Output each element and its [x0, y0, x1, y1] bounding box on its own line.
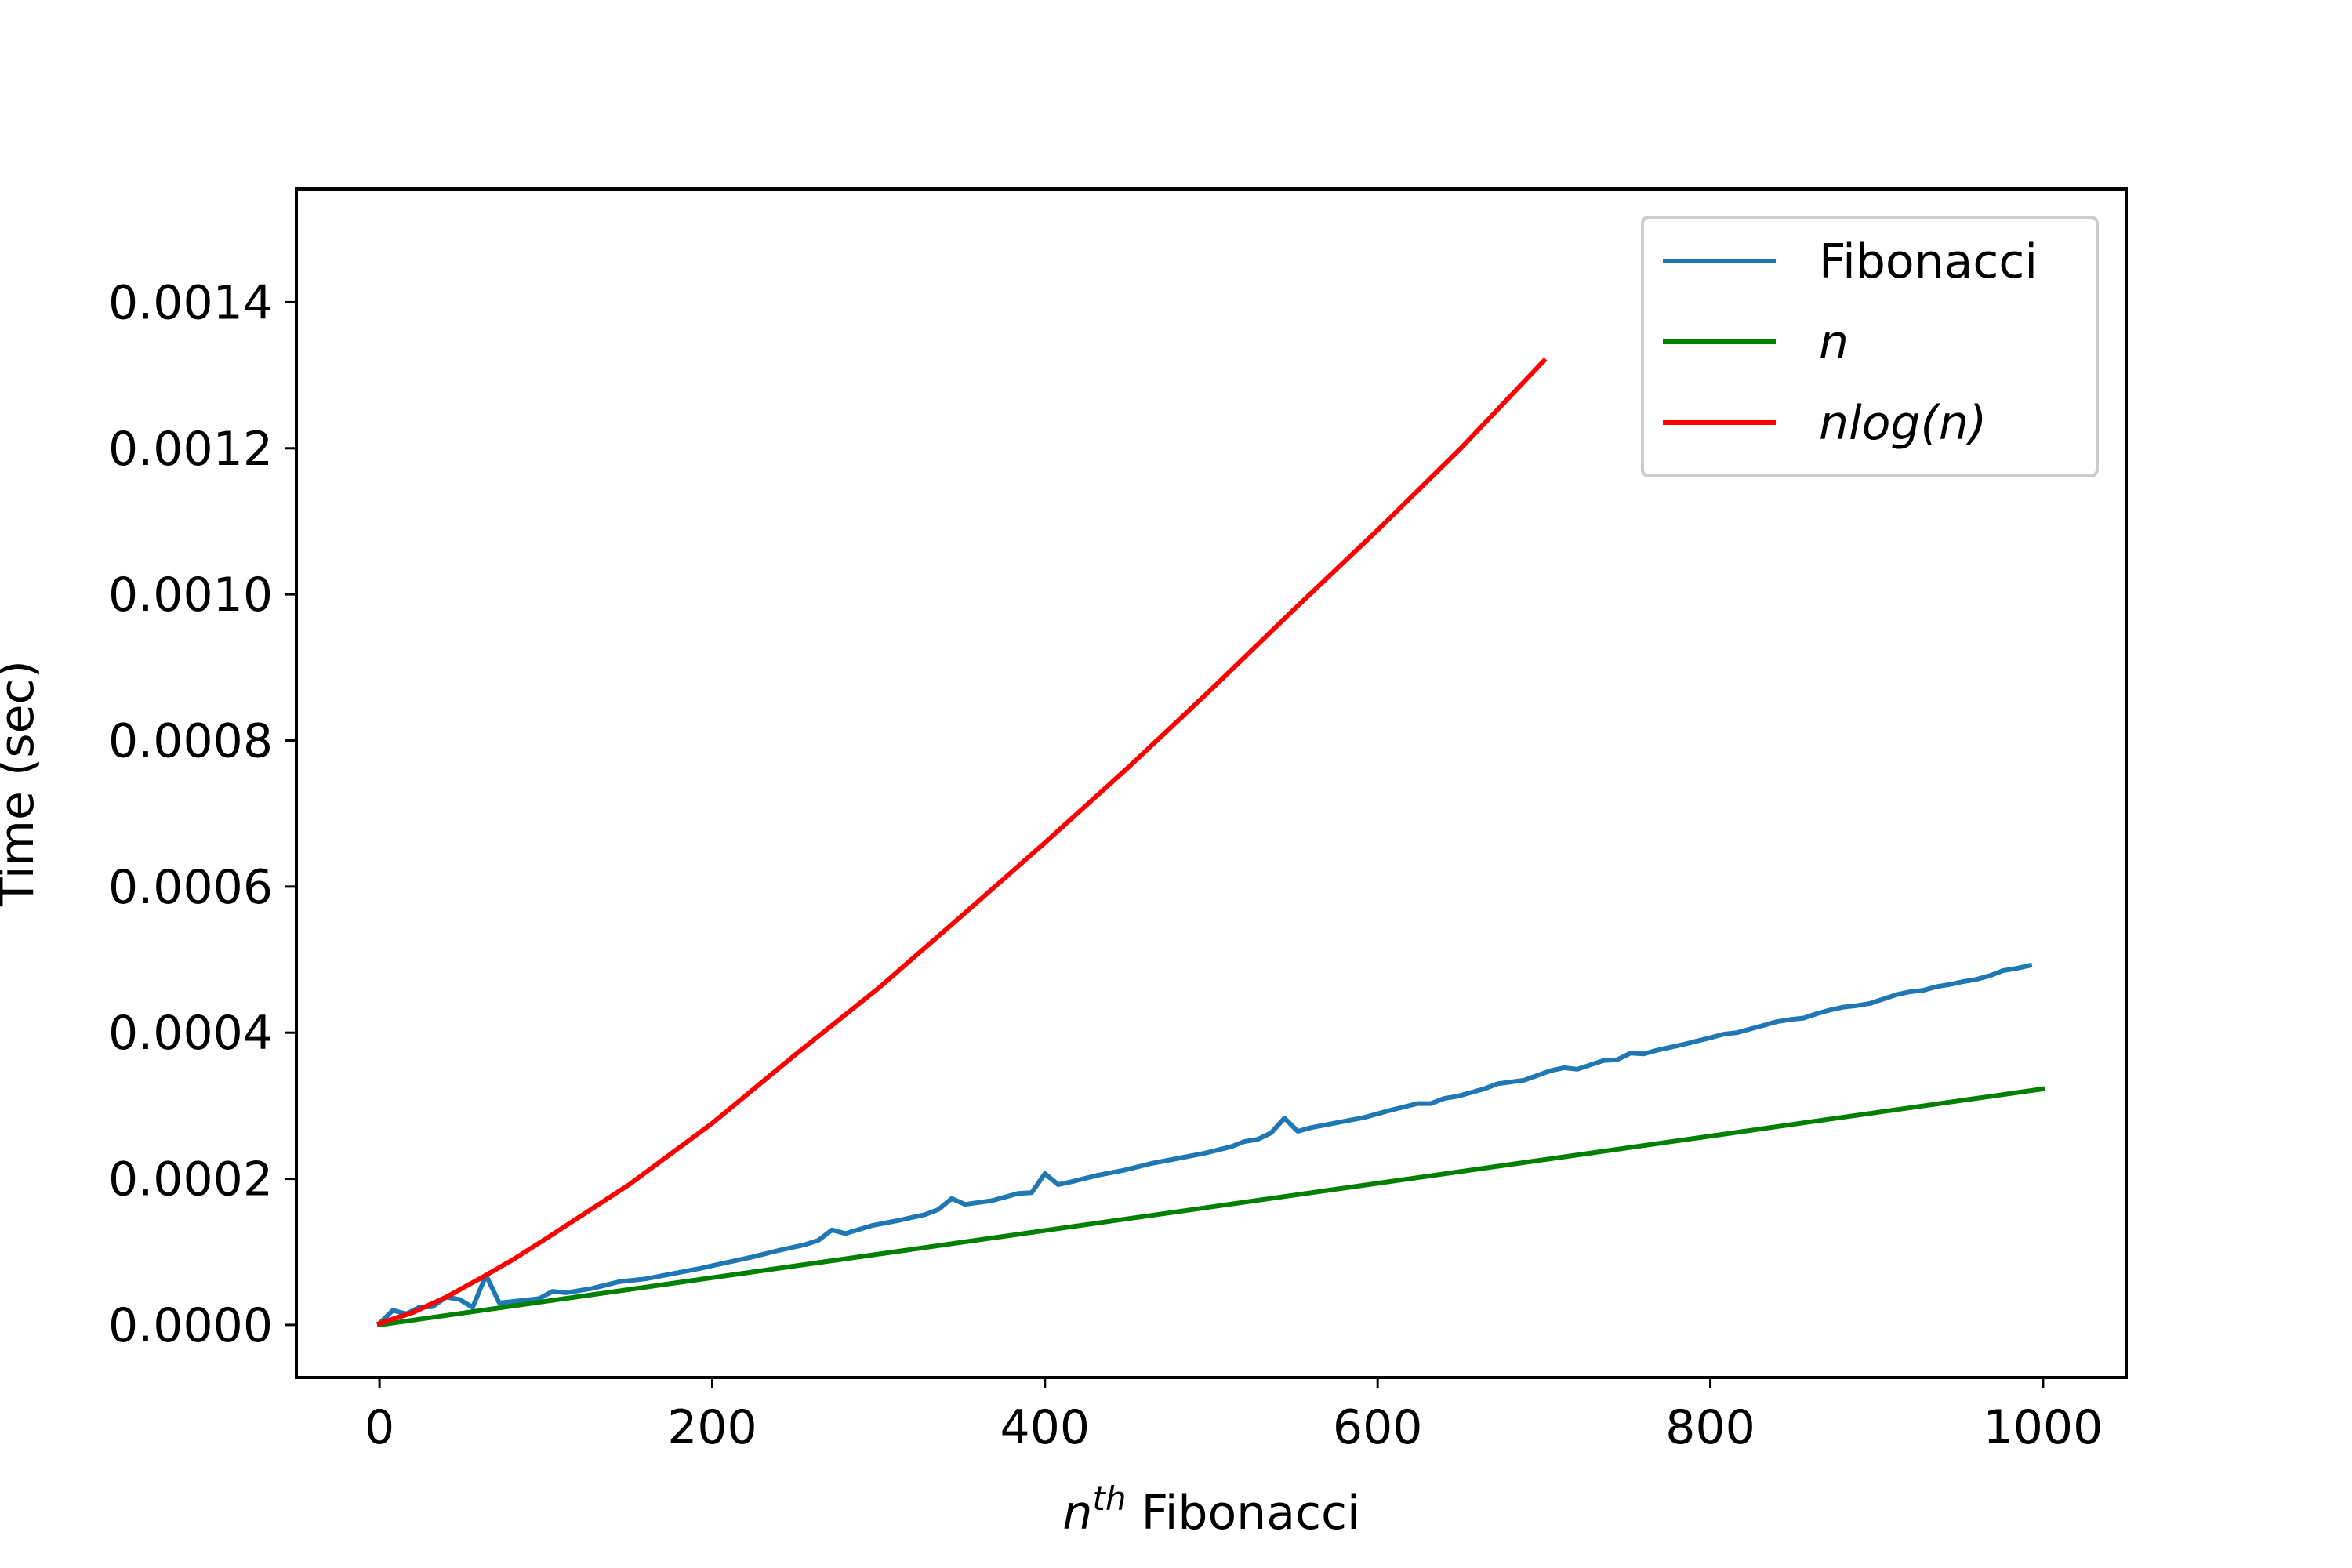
x-tick-label: 600: [1333, 1400, 1423, 1455]
x-tick-label: 0: [365, 1400, 394, 1455]
x-tick-label: 200: [667, 1400, 757, 1455]
x-tick-label: 800: [1665, 1400, 1755, 1455]
x-axis-title-sup: th: [1092, 1479, 1126, 1518]
x-axis-title: nth Fibonacci: [1062, 1479, 1359, 1541]
legend-label-1: n: [1819, 315, 1849, 370]
series-line-1: [376, 1086, 2046, 1328]
y-tick-label: 0.0012: [108, 422, 273, 477]
y-tick-label: 0.0002: [108, 1152, 273, 1207]
series-line-0: [376, 962, 2033, 1327]
x-tick-label: 400: [1000, 1400, 1091, 1455]
y-tick-label: 0.0010: [108, 568, 273, 622]
x-axis-title-base: n: [1062, 1486, 1092, 1541]
legend-label-0: Fibonacci: [1819, 234, 2038, 289]
legend: Fibonacci n nlog(n): [1641, 216, 2099, 477]
y-axis-ticks: 0.0000 0.0002 0.0004 0.0006 0.0008 0.0010 0.00…: [108, 275, 296, 1353]
y-tick-label: 0.0008: [108, 713, 273, 768]
x-axis-title-rest: Fibonacci: [1127, 1486, 1360, 1541]
x-axis-ticks: 0 200 400 600 800 1000: [365, 1377, 2103, 1455]
y-tick-label: 0.0006: [108, 860, 273, 915]
y-tick-label: 0.0014: [108, 275, 273, 330]
y-tick-label: 0.0000: [108, 1298, 273, 1353]
plot-area-frame: [295, 187, 2128, 1379]
y-tick-label: 0.0004: [108, 1006, 273, 1061]
legend-label-2: nlog(n): [1819, 396, 1987, 451]
legend-box: [1641, 216, 2099, 477]
series-layer: [376, 357, 2046, 1328]
series-line-2: [376, 357, 1548, 1327]
legend-entries: Fibonacci n nlog(n): [1663, 234, 2038, 451]
y-axis-title: Time (sec): [0, 660, 45, 907]
x-tick-label: 1000: [1984, 1400, 2103, 1455]
